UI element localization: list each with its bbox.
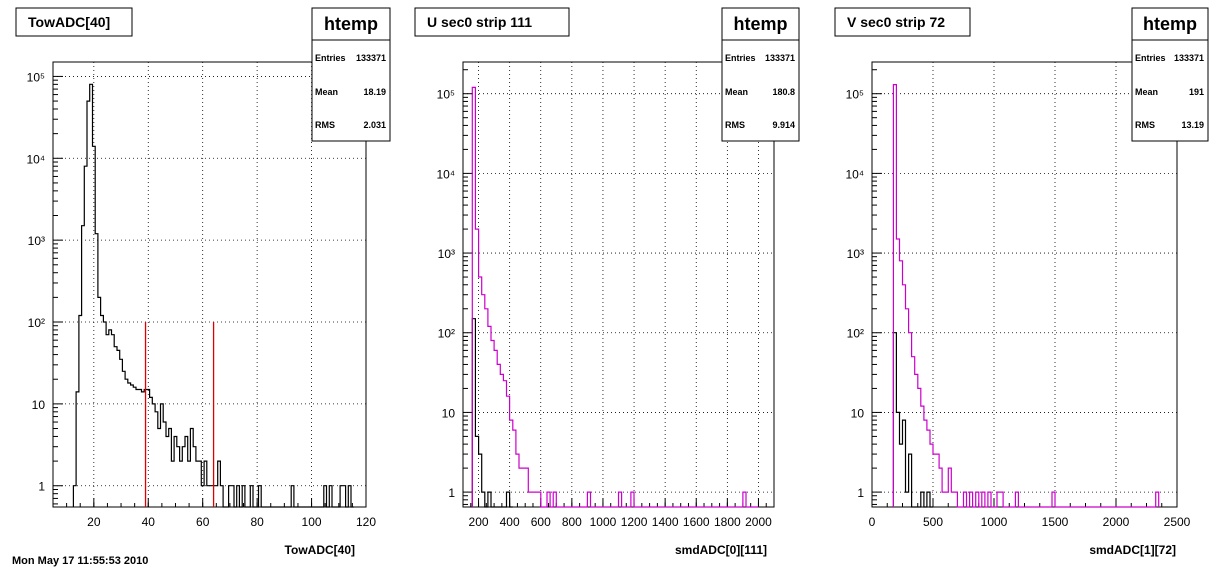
- x-tick-label: 100: [302, 515, 322, 529]
- x-tick-label: 1500: [1042, 515, 1069, 529]
- title-box: [414, 7, 570, 37]
- title-box: [834, 7, 971, 37]
- stats-value: 133371: [356, 53, 386, 63]
- y-tick-label: 10⁵: [846, 88, 864, 102]
- stats-value: 180.8: [772, 87, 795, 97]
- stats-box-frame: [721, 7, 800, 142]
- x-tick-label: 1400: [652, 515, 679, 529]
- stats-box-name: htemp: [1143, 14, 1197, 34]
- y-tick-label: 10: [442, 406, 456, 420]
- x-axis-label: smdADC[0][111]: [675, 543, 767, 557]
- title-box: [15, 7, 133, 37]
- y-tick-label: 10³: [28, 234, 45, 248]
- histogram-series-1: [72, 83, 354, 508]
- x-tick-label: 2000: [1103, 515, 1130, 529]
- x-axis-label: TowADC[40]: [285, 543, 355, 557]
- stats-value: 2.031: [363, 120, 386, 130]
- stats-box: htemp Entries 133371 Mean 191 RMS 13.19: [1131, 7, 1209, 142]
- histogram-series-1: [892, 332, 933, 508]
- x-tick-label: 400: [500, 515, 520, 529]
- stats-label: Entries: [725, 53, 756, 63]
- x-tick-label: 0: [869, 515, 876, 529]
- stats-box: htemp Entries 133371 Mean 18.19 RMS 2.031: [311, 7, 391, 142]
- y-tick-label: 10⁵: [437, 88, 455, 102]
- stats-label: Mean: [315, 87, 338, 97]
- y-tick-label: 10⁵: [27, 70, 45, 84]
- x-tick-label: 600: [531, 515, 551, 529]
- chart-title: U sec0 strip 111: [427, 14, 532, 30]
- x-tick-label: 1000: [981, 515, 1008, 529]
- stats-value: 18.19: [363, 87, 386, 97]
- x-tick-label: 60: [196, 515, 210, 529]
- x-tick-label: 80: [250, 515, 264, 529]
- stats-label: Mean: [1135, 87, 1158, 97]
- y-tick-label: 1: [857, 486, 864, 500]
- x-tick-label: 200: [469, 515, 489, 529]
- stats-box-frame: [311, 7, 391, 142]
- stats-box-name: htemp: [734, 14, 788, 34]
- chart-panel-1: 20 40 60 80 100 120 1 10 10² 10³ 10⁴ 10⁵ TowADC[40] T…: [15, 7, 391, 557]
- chart-panel-2: 200 400 600 800 1000 1200 1400 1600 1800 2000 1 10 1…: [414, 7, 800, 557]
- x-tick-label: 20: [87, 515, 101, 529]
- x-axis-label: smdADC[1][72]: [1089, 543, 1176, 557]
- stats-box-frame: [1131, 7, 1209, 142]
- x-tick-label: 1200: [621, 515, 648, 529]
- x-tick-label: 1600: [683, 515, 710, 529]
- stats-label: RMS: [725, 120, 745, 130]
- stats-value: 133371: [1174, 53, 1204, 63]
- x-tick-label: 2500: [1164, 515, 1191, 529]
- y-tick-label: 10⁴: [845, 167, 864, 181]
- x-tick-label: 2000: [745, 515, 772, 529]
- stats-value: 13.19: [1181, 120, 1204, 130]
- y-tick-label: 10²: [438, 327, 455, 341]
- chart-panel-3: 0 500 1000 1500 2000 2500 1 10 10² 10³ 10⁴ 10⁵ V sec…: [834, 7, 1209, 557]
- stats-box-name: htemp: [324, 14, 378, 34]
- plot-frame: [871, 61, 1178, 508]
- y-tick-label: 10: [851, 406, 865, 420]
- stats-label: RMS: [1135, 120, 1155, 130]
- x-tick-label: 500: [923, 515, 943, 529]
- stats-box: htemp Entries 133371 Mean 180.8 RMS 9.914: [721, 7, 800, 142]
- y-tick-label: 10⁴: [26, 152, 45, 166]
- histogram-series-1: [471, 318, 513, 508]
- stats-value: 9.914: [772, 120, 795, 130]
- stats-label: RMS: [315, 120, 335, 130]
- chart-title: V sec0 strip 72: [847, 14, 945, 30]
- grid-lines: [872, 62, 1177, 507]
- histogram-series-2: [892, 84, 1160, 508]
- y-tick-label: 10: [32, 398, 46, 412]
- x-tick-label: 120: [356, 515, 376, 529]
- y-tick-label: 1: [38, 480, 45, 494]
- y-tick-label: 10²: [847, 327, 864, 341]
- y-tick-label: 10³: [438, 247, 455, 261]
- stats-label: Mean: [725, 87, 748, 97]
- stats-value: 133371: [765, 53, 795, 63]
- y-tick-label: 10⁴: [436, 167, 455, 181]
- timestamp-footer: Mon May 17 11:55:53 2010: [12, 555, 148, 567]
- y-tick-label: 10³: [847, 247, 864, 261]
- chart-title: TowADC[40]: [28, 14, 110, 30]
- x-tick-label: 800: [562, 515, 582, 529]
- stats-label: Entries: [315, 53, 346, 63]
- stats-value: 191: [1189, 87, 1204, 97]
- x-tick-label: 40: [142, 515, 156, 529]
- x-tick-label: 1000: [590, 515, 617, 529]
- histogram-series-2: [471, 86, 759, 508]
- stats-label: Entries: [1135, 53, 1166, 63]
- y-tick-label: 1: [448, 486, 455, 500]
- y-tick-label: 10²: [28, 316, 45, 330]
- x-tick-label: 1800: [714, 515, 741, 529]
